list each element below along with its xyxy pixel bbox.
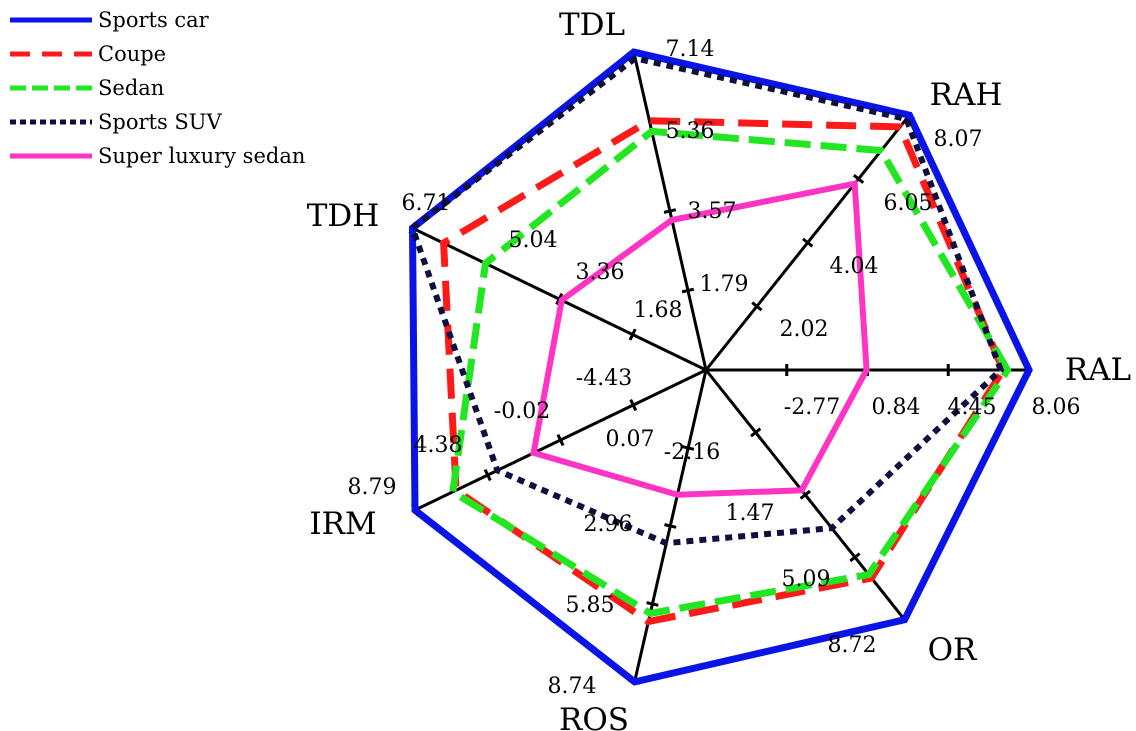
legend-label: Sports car	[98, 8, 210, 32]
tick-label: 4.38	[414, 433, 463, 458]
axis-label-rah: RAH	[930, 77, 1003, 113]
tick-mark	[751, 301, 763, 312]
tick-mark	[646, 601, 659, 607]
tick-mark	[799, 489, 811, 500]
tick-label: 0.84	[872, 395, 921, 420]
tick-mark	[750, 427, 762, 438]
series-sports-suv	[408, 55, 1005, 547]
legend-label: Sports SUV	[98, 110, 222, 134]
tick-mark	[681, 287, 695, 294]
tick-label: 1.68	[634, 298, 683, 323]
tick-label: 0.07	[606, 427, 655, 452]
series-sports-car	[408, 48, 1033, 686]
tick-label: 6.05	[884, 191, 933, 216]
tick-label: 8.06	[1032, 395, 1081, 420]
tick-label: 5.36	[666, 119, 715, 144]
series-layer	[408, 48, 1033, 686]
legend-label: Super luxury sedan	[98, 144, 305, 168]
legend: Sports car Coupe Sedan Sports SUV Super luxu…	[10, 8, 305, 168]
tick-mark	[681, 445, 695, 451]
axis-label-or: OR	[928, 632, 978, 668]
tick-mark	[664, 523, 677, 529]
axis-label-tdl: TDL	[559, 7, 625, 43]
tick-label: 2.96	[584, 512, 633, 537]
legend-label: Sedan	[98, 76, 164, 100]
tick-mark	[849, 552, 861, 563]
tick-label: 5.04	[509, 228, 558, 253]
tick-mark	[663, 208, 677, 214]
tick-label: 8.07	[934, 127, 983, 152]
axis-labels: RAL RAH TDL TDH IRM ROS OR	[307, 7, 1131, 731]
tick-label: -2.16	[664, 440, 720, 465]
tick-mark	[802, 237, 814, 248]
tick-label: 7.14	[666, 37, 715, 62]
series-sedan	[449, 127, 1012, 618]
tick-mark	[556, 433, 565, 447]
tick-label: 5.09	[782, 567, 831, 592]
radar-grid	[408, 49, 1031, 685]
tick-mark	[629, 398, 638, 412]
axis-label-tdh: TDH	[307, 198, 380, 234]
tick-label: -4.43	[576, 366, 632, 391]
tick-label: 3.57	[688, 199, 737, 224]
tick-label: 1.47	[726, 501, 775, 526]
tick-label: 8.74	[548, 674, 597, 699]
tick-label: 4.45	[948, 395, 997, 420]
tick-label: 3.36	[576, 260, 625, 285]
tick-mark	[483, 468, 492, 482]
tick-label: 8.79	[348, 475, 397, 500]
tick-label: 1.79	[700, 272, 749, 297]
axis-label-ral: RAL	[1065, 352, 1131, 388]
series-coupe	[439, 117, 1008, 626]
tick-label: 2.02	[780, 317, 829, 342]
tick-label: 4.04	[830, 254, 879, 279]
tick-label: 5.85	[566, 593, 615, 618]
tick-labels: -2.77 0.84 4.45 8.06 2.02 4.04 6.05 8.07 1.79 3.5…	[348, 37, 1081, 699]
legend-label: Coupe	[98, 42, 166, 66]
tick-mark	[628, 328, 637, 341]
axis-label-irm: IRM	[309, 506, 376, 542]
axis-label-ros: ROS	[559, 702, 629, 731]
tick-label: -2.77	[784, 395, 840, 420]
tick-label: -0.02	[494, 399, 550, 424]
series-super-luxury-sedan	[530, 180, 870, 498]
tick-label: 6.71	[402, 191, 451, 216]
tick-mark	[852, 174, 865, 184]
tick-label: 8.72	[828, 633, 877, 658]
